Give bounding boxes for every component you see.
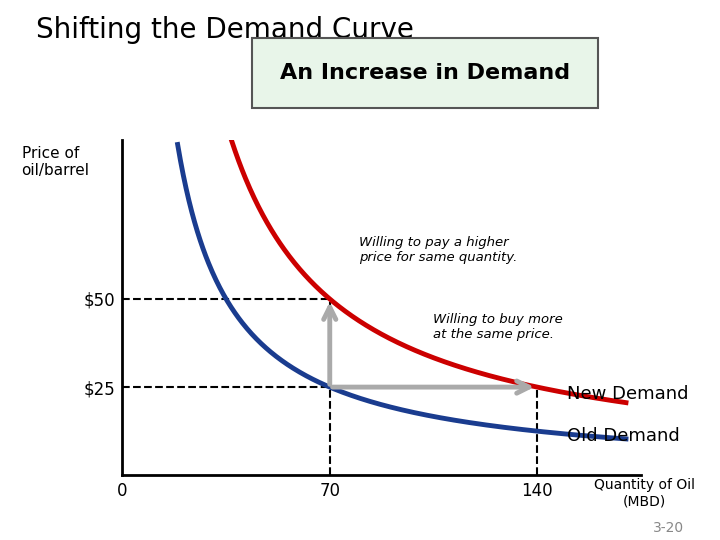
Text: Willing to buy more
at the same price.: Willing to buy more at the same price.	[433, 313, 563, 341]
Text: Old Demand: Old Demand	[567, 428, 680, 445]
Text: An Increase in Demand: An Increase in Demand	[280, 63, 570, 83]
Text: 3-20: 3-20	[653, 521, 684, 535]
Text: Price of
oil/barrel: Price of oil/barrel	[22, 146, 89, 178]
Text: Shifting the Demand Curve: Shifting the Demand Curve	[36, 16, 414, 44]
Text: Quantity of Oil
(MBD): Quantity of Oil (MBD)	[594, 478, 695, 508]
Text: Willing to pay a higher
price for same quantity.: Willing to pay a higher price for same q…	[359, 235, 518, 264]
Text: New Demand: New Demand	[567, 385, 688, 403]
